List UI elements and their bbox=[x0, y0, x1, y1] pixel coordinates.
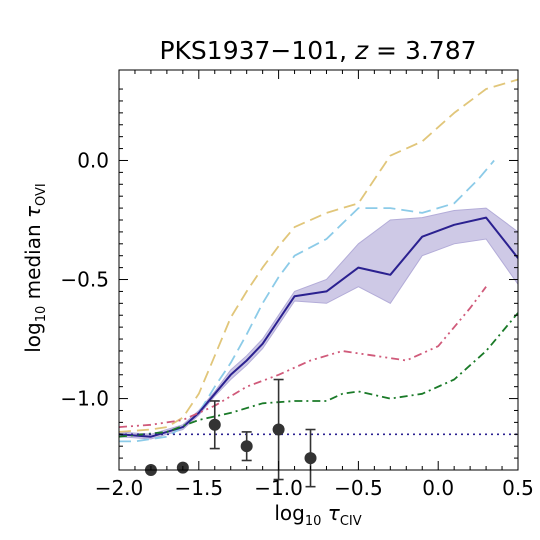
series-line-gold_dash bbox=[119, 78, 518, 433]
x-tick-label: −0.5 bbox=[334, 476, 383, 500]
chart-title: PKS1937−101, z = 3.787 bbox=[159, 36, 476, 65]
y-axis-label: log10 median τOVI bbox=[21, 183, 49, 353]
series-line-pink_dashdot bbox=[119, 286, 487, 428]
data-point bbox=[304, 452, 317, 465]
plot-area bbox=[119, 78, 518, 443]
axis-ticks: −2.0 −1.5 −1.0 −0.5 0.0 0.5 0.0 −0.5 −1.0 bbox=[60, 70, 534, 500]
series-line-green_dashdot bbox=[119, 312, 518, 438]
data-point bbox=[240, 440, 253, 453]
x-tick-label: −1.0 bbox=[254, 476, 303, 500]
y-tick-label: −1.0 bbox=[60, 387, 109, 411]
x-tick-label: −2.0 bbox=[95, 476, 144, 500]
x-tick-label: −1.5 bbox=[175, 476, 224, 500]
x-tick-label: 0.5 bbox=[502, 476, 534, 500]
data-point bbox=[272, 423, 285, 436]
x-axis-label: log10 τCIV bbox=[274, 501, 361, 529]
data-point bbox=[208, 418, 221, 431]
y-tick-label: −0.5 bbox=[60, 268, 109, 292]
data-points bbox=[144, 378, 317, 488]
x-tick-label: 0.0 bbox=[422, 476, 454, 500]
series-line-median bbox=[119, 216, 518, 438]
median-scatter-band bbox=[119, 207, 518, 440]
y-tick-label: 0.0 bbox=[77, 148, 109, 172]
series-line-sky_dash bbox=[119, 159, 495, 443]
plot-frame bbox=[118, 69, 519, 471]
